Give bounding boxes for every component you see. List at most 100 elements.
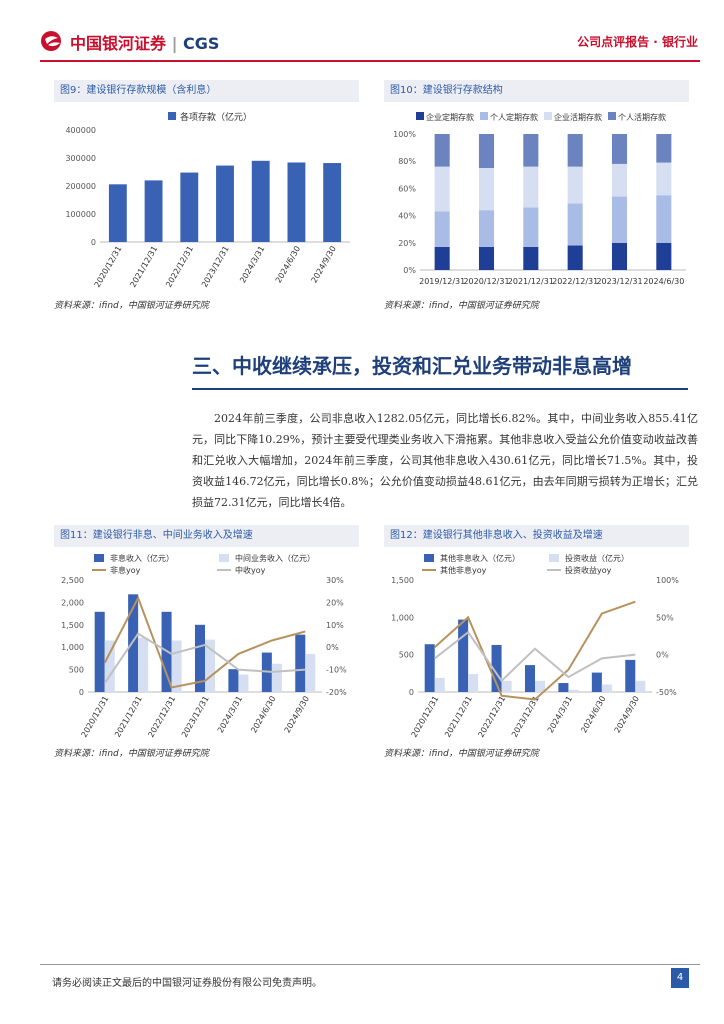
x-tick-label: 2020/12/31 [410, 695, 441, 739]
y-tick-label-right: -50% [656, 688, 677, 697]
body-paragraph: 2024年前三季度，公司非息收入1282.05亿元，同比增长6.82%。其中，中… [192, 412, 698, 509]
bar [171, 640, 182, 692]
brand-name: 中国银河证券 | CGS [70, 34, 220, 53]
bar [216, 165, 234, 242]
x-tick-label: 2020/12/31 [93, 245, 124, 289]
y-tick-label-left: 0 [79, 688, 84, 697]
stacked-bar-segment [478, 168, 495, 211]
footer-disclaimer: 请务必阅读正文最后的中国银河证券股份有限公司免责声明。 [52, 978, 322, 989]
page-number: 4 [671, 968, 689, 988]
legend-label: 其他非息收入（亿元） [440, 553, 520, 563]
bar [194, 624, 205, 692]
bar [558, 683, 569, 692]
legend-label: 非息收入（亿元） [110, 553, 174, 563]
bar [287, 162, 306, 242]
y-tick-label-right: 50% [656, 613, 674, 622]
header-divider [40, 60, 700, 62]
stacked-bar-segment [523, 246, 539, 270]
y-tick-label-right: -10% [326, 666, 347, 675]
legend-label: 企业定期存款 [426, 112, 474, 122]
x-tick-label: 2024/3/31 [238, 245, 266, 285]
y-tick-label-right: 0% [656, 651, 669, 660]
bar [625, 659, 636, 692]
bar [591, 672, 602, 692]
stacked-bar-segment [523, 134, 539, 167]
legend-label: 个人定期存款 [490, 112, 538, 122]
x-tick-label: 2024/6/30 [643, 277, 684, 286]
y-tick-label-left: 1,500 [391, 576, 414, 585]
y-tick-label-left: 1,000 [61, 643, 84, 652]
fig12-title: 图12：建设银行其他非息收入、投资收益及增速 [384, 525, 689, 547]
stacked-bar-segment [434, 211, 450, 247]
y-tick-label-right: 20% [326, 598, 344, 607]
stacked-bar-segment [611, 242, 628, 270]
fig12-chart: 其他非息收入（亿元） 投资收益（亿元） 其他非息yoy 投资收益yoy 0 500 1,00… [391, 553, 679, 739]
y-tick-label-right: 100% [656, 576, 679, 585]
stacked-bar-segment [434, 134, 450, 167]
y-tick-label-left: 1,000 [391, 613, 414, 622]
series-line [103, 632, 306, 684]
y-tick-label-left: 1,500 [61, 621, 84, 630]
stacked-bar-segment [656, 195, 672, 243]
legend-label: 非息yoy [110, 565, 141, 575]
legend-swatch [480, 112, 488, 120]
y-tick-label: 60% [398, 184, 416, 193]
stacked-bar-segment [611, 196, 628, 243]
stacked-bar-segment [478, 210, 495, 247]
legend-label: 中收yoy [235, 565, 266, 575]
stacked-bar-segment [478, 246, 495, 270]
x-tick-label: 2024/6/30 [579, 695, 607, 735]
stacked-bar-segment [656, 162, 672, 196]
fig10-source: 资料来源：ifind，中国银河证券研究院 [384, 301, 539, 311]
x-tick-label: 2024/6/30 [249, 695, 277, 735]
y-tick-label-right: 0% [326, 643, 339, 652]
legend-label: 中间业务收入（亿元） [235, 553, 315, 563]
stacked-bar-segment [523, 207, 539, 247]
x-tick-label: 2022/12/31 [476, 695, 507, 739]
bar [305, 653, 316, 692]
bar [180, 172, 199, 242]
legend-swatch [544, 112, 552, 120]
x-tick-label: 2022/12/31 [552, 277, 598, 286]
y-tick-label: 100% [393, 130, 416, 139]
y-tick-label: 400000 [65, 126, 96, 135]
stacked-bar-segment [567, 134, 583, 167]
x-tick-label: 2022/12/31 [146, 695, 177, 739]
fig10-title: 图10：建设银行存款结构 [384, 80, 689, 102]
bar [94, 611, 105, 692]
fig11-source: 资料来源：ifind，中国银河证券研究院 [54, 749, 209, 759]
bar [601, 684, 612, 692]
bar [205, 639, 216, 692]
legend-label: 企业活期存款 [554, 112, 602, 122]
fig10-chart: 企业定期存款 个人定期存款 企业活期存款 个人活期存款 0% 20% 40% 60% 80% 10… [393, 112, 686, 286]
brand-logo-icon [41, 31, 61, 51]
legend-swatch [94, 554, 104, 562]
stacked-bar-segment [434, 246, 450, 270]
legend-label: 各项存款（亿元） [180, 111, 252, 123]
stacked-bar-segment [567, 166, 583, 204]
bar [323, 163, 342, 242]
bar [434, 677, 445, 692]
stacked-bar-segment [523, 166, 539, 208]
bar [138, 637, 149, 692]
bar [501, 680, 512, 692]
x-tick-label: 2024/3/31 [546, 695, 574, 735]
y-tick-label-left: 500 [399, 651, 414, 660]
x-tick-label: 2023/12/31 [510, 695, 541, 739]
x-tick-label: 2021/12/31 [508, 277, 554, 286]
x-tick-label: 2024/3/31 [216, 695, 244, 735]
series-line [434, 630, 636, 683]
series-line [103, 595, 306, 689]
bar [251, 160, 270, 242]
x-tick-label: 2020/12/31 [463, 277, 509, 286]
x-tick-label: 2020/12/31 [80, 695, 111, 739]
x-tick-label: 2024/9/30 [613, 695, 641, 735]
stacked-bar-segment [656, 134, 672, 163]
stacked-bar-segment [567, 203, 583, 246]
legend-label: 投资收益yoy [565, 565, 612, 575]
bar [424, 644, 435, 692]
bar [271, 663, 282, 692]
bar [535, 680, 546, 692]
y-tick-label: 300000 [65, 154, 96, 163]
legend-swatch [416, 112, 424, 120]
